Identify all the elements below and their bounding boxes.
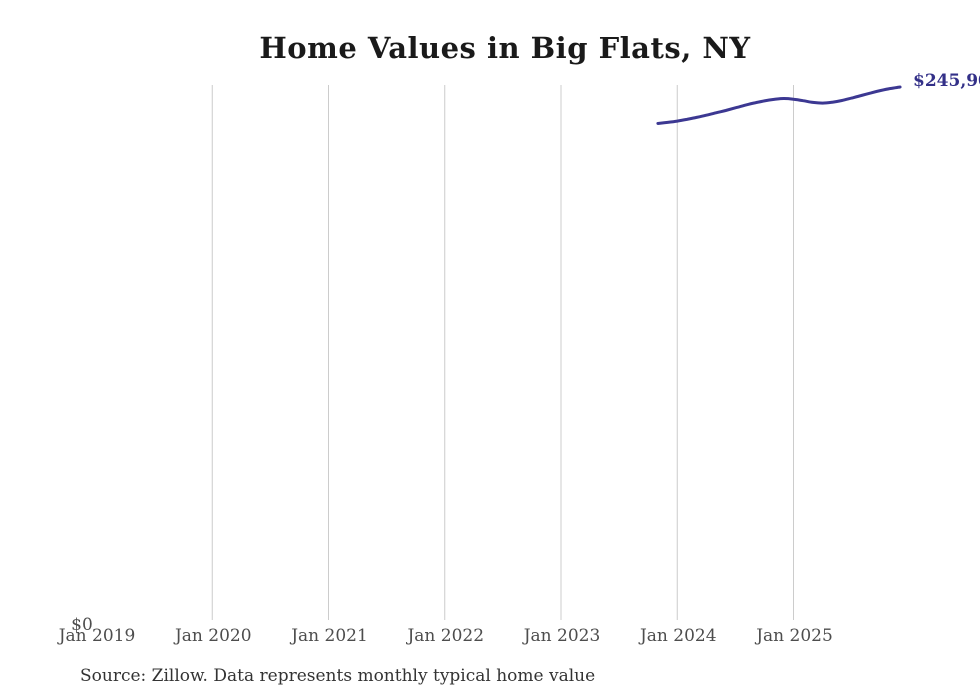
x-tick-label-2022-01: Jan 2022 bbox=[405, 626, 484, 646]
x-axis-tick-labels: Jan 2019 Jan 2020 Jan 2021 Jan 2022 Jan 2023… bbox=[57, 626, 833, 646]
gridlines-group bbox=[211, 85, 794, 620]
x-tick-label-2021-01: Jan 2021 bbox=[289, 626, 368, 646]
x-tick-label-2020-01: Jan 2020 bbox=[173, 626, 252, 646]
home-value-line bbox=[656, 85, 902, 125]
series-end-value-label: $245,900 bbox=[913, 71, 980, 91]
x-tick-label-2024-01: Jan 2024 bbox=[638, 626, 717, 646]
x-tick-label-2019-01: Jan 2019 bbox=[57, 626, 136, 646]
chart-title: Home Values in Big Flats, NY bbox=[259, 31, 751, 65]
x-tick-label-2023-01: Jan 2023 bbox=[522, 626, 601, 646]
x-tick-label-2025-01: Jan 2025 bbox=[754, 626, 833, 646]
source-note: Source: Zillow. Data represents monthly … bbox=[80, 666, 596, 686]
y-axis-zero-label: $0 bbox=[71, 615, 93, 635]
